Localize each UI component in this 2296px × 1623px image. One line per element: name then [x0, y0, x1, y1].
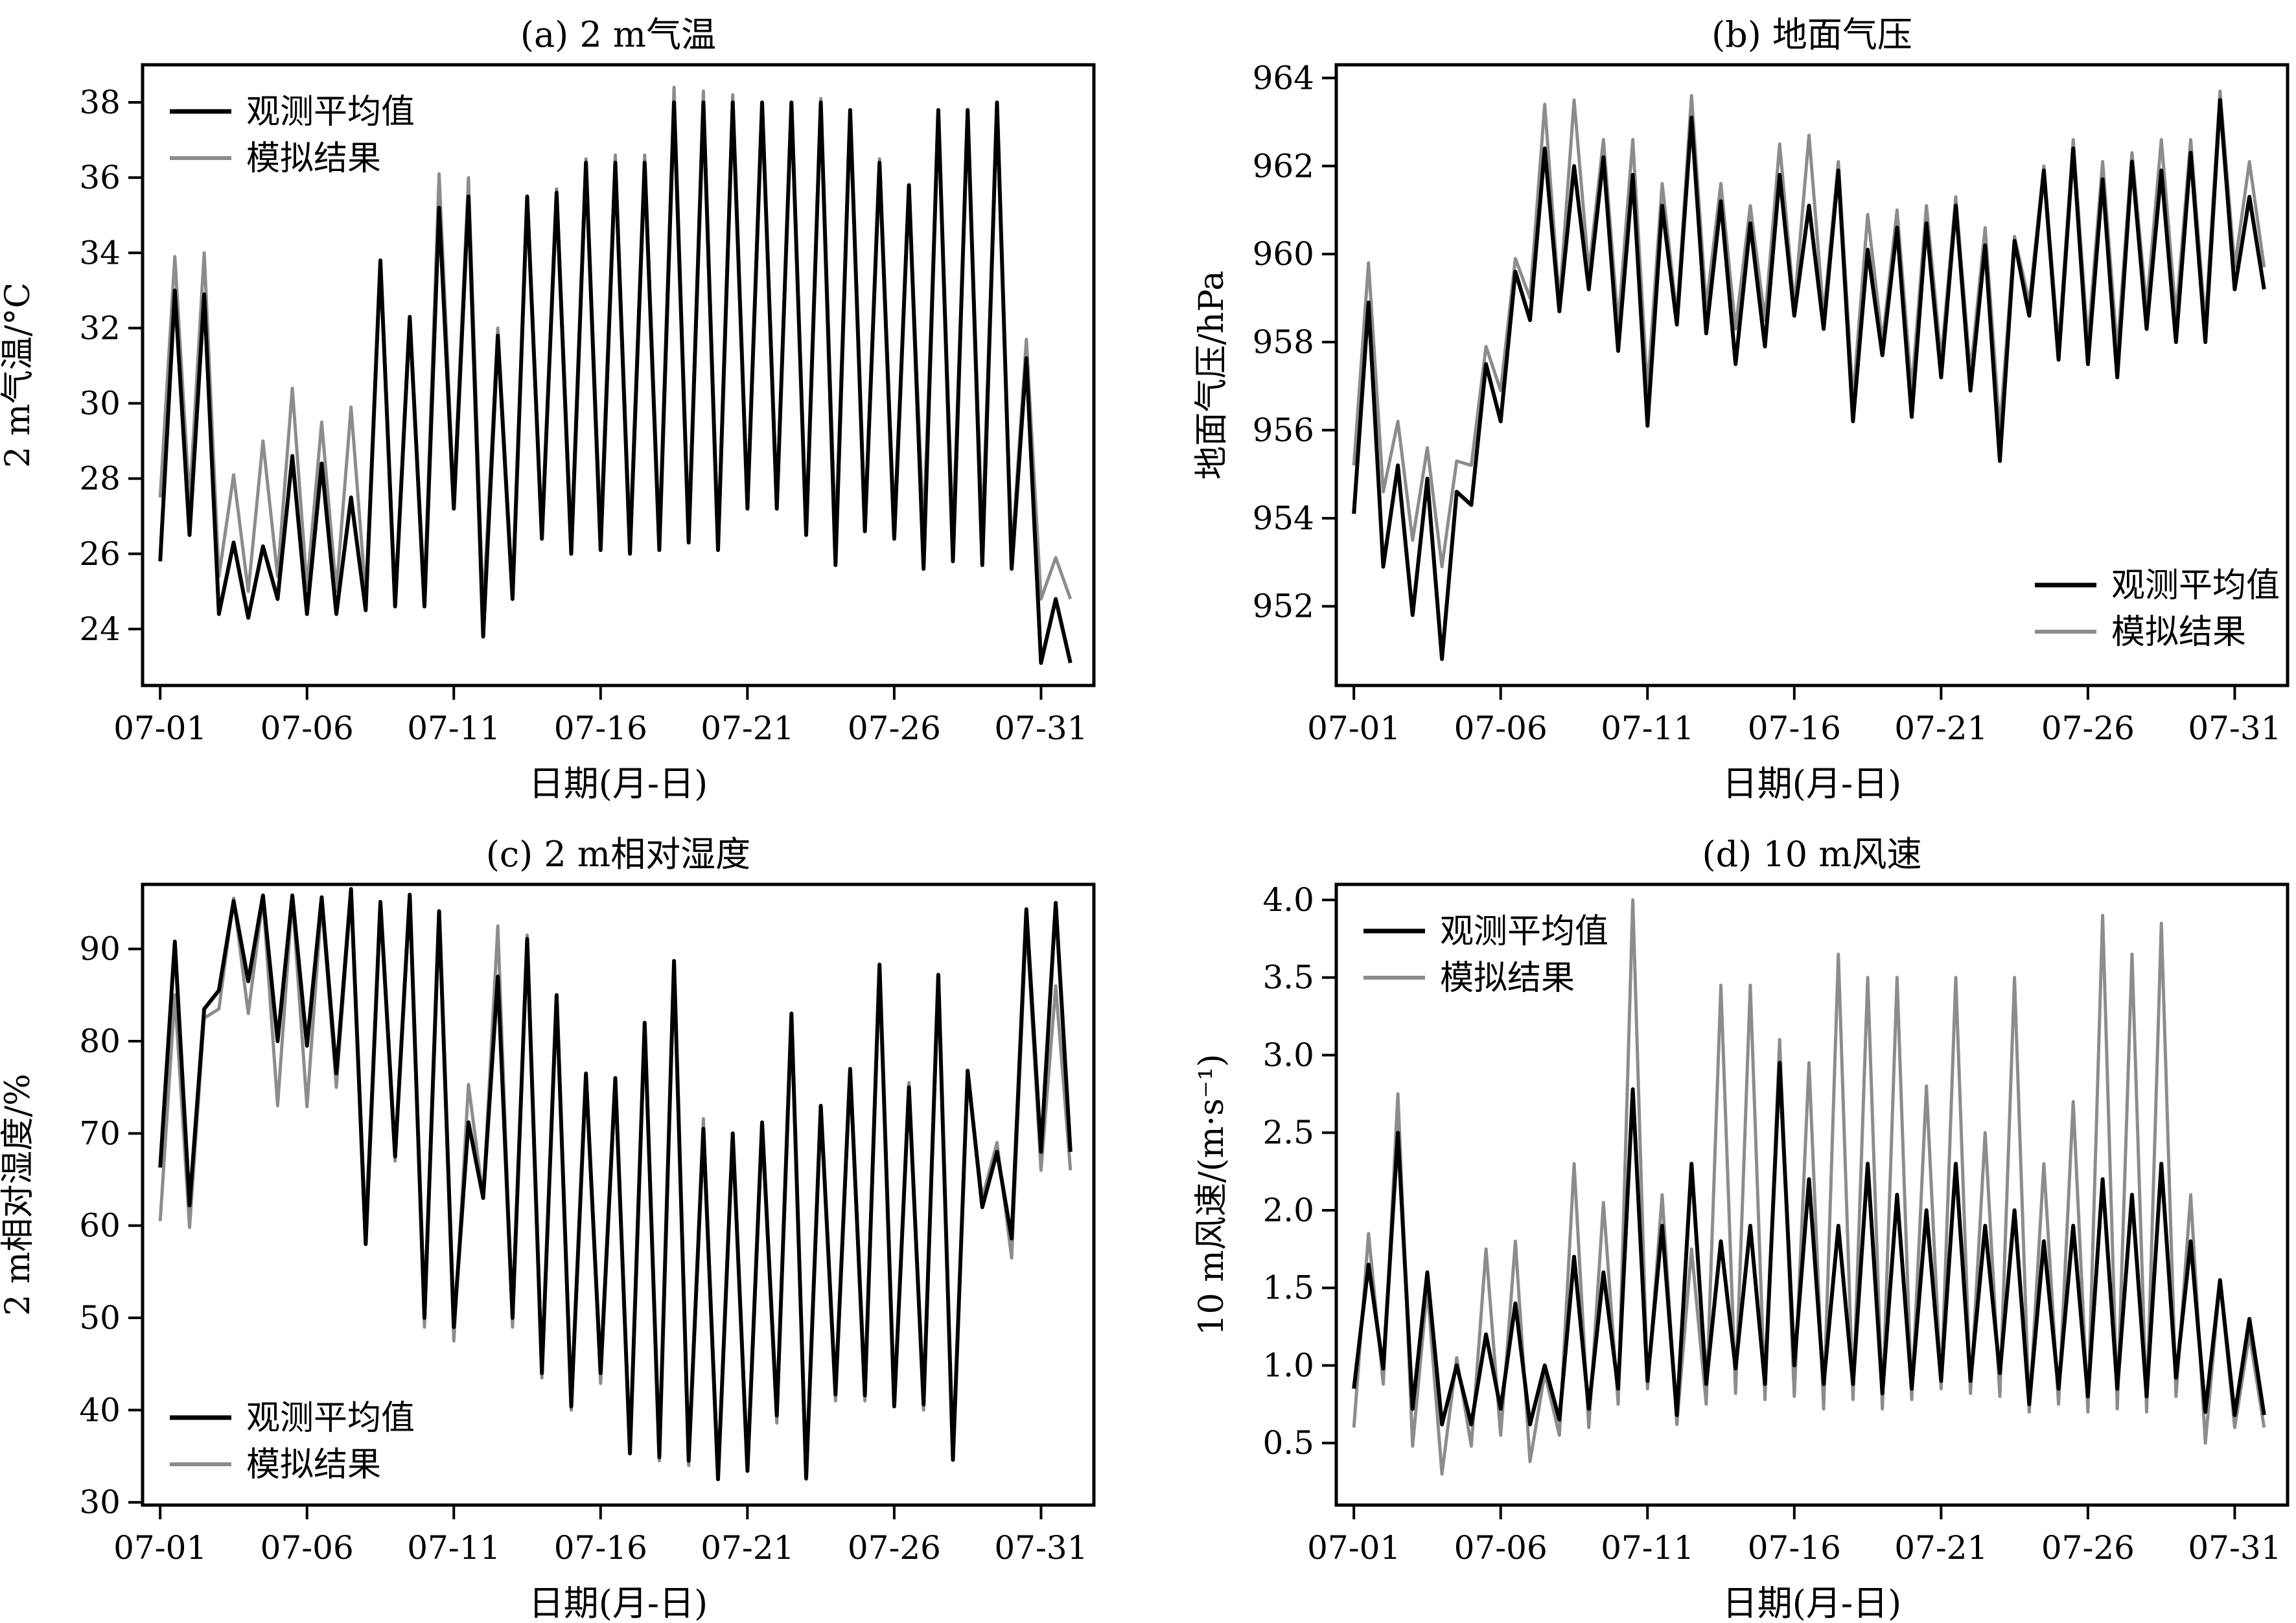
x-tick-label: 07-06 — [261, 1529, 354, 1567]
x-tick-label: 07-16 — [1748, 1529, 1841, 1567]
y-tick-label: 962 — [1253, 147, 1314, 185]
x-tick-label: 07-11 — [1601, 709, 1694, 747]
x-tick-label: 07-11 — [407, 709, 500, 747]
y-tick-label: 60 — [79, 1207, 121, 1245]
plot-frame — [141, 882, 1096, 1507]
y-tick-label: 2.0 — [1262, 1191, 1314, 1229]
y-tick-label: 956 — [1253, 411, 1314, 449]
y-tick-label: 3.5 — [1262, 959, 1314, 996]
panel-title: (b) 地面气压 — [1711, 14, 1912, 55]
y-tick-label: 2.5 — [1262, 1114, 1314, 1151]
legend-observed-label: 观测平均值 — [246, 93, 415, 132]
y-tick-label: 50 — [79, 1299, 121, 1337]
x-tick-label: 07-06 — [1454, 1529, 1548, 1567]
y-tick-label: 36 — [79, 159, 121, 196]
x-tick-label: 07-31 — [994, 1529, 1087, 1567]
y-tick-label: 40 — [79, 1391, 121, 1429]
y-tick-label: 1.5 — [1262, 1269, 1314, 1307]
x-tick-label: 07-01 — [1307, 709, 1400, 747]
x-tick-label: 07-01 — [113, 709, 207, 747]
panel-title: (d) 10 m风速 — [1702, 834, 1922, 875]
y-tick-label: 38 — [79, 84, 121, 121]
x-tick-label: 07-21 — [701, 1529, 794, 1567]
y-tick-label: 32 — [79, 309, 121, 347]
y-tick-label: 960 — [1253, 235, 1314, 273]
observed-series-line — [158, 100, 1073, 665]
y-axis-label: 2 m气温/°C — [0, 282, 38, 468]
panel-title: (c) 2 m相对湿度 — [486, 834, 750, 875]
panel-d-wind-speed: 0.5 1.0 1.5 2.0 2.5 3.0 3.5 4.0 07-01 07-06 07-11 0… — [1192, 834, 2290, 1623]
x-tick-label: 07-31 — [2188, 709, 2281, 747]
legend-observed-label: 观测平均值 — [246, 1399, 415, 1438]
x-tick-label: 07-21 — [701, 709, 794, 747]
x-tick-label: 07-21 — [1894, 709, 1988, 747]
y-tick-label: 958 — [1253, 323, 1314, 361]
x-tick-label: 07-26 — [848, 709, 941, 747]
y-tick-label: 0.5 — [1262, 1424, 1314, 1462]
x-axis-label: 日期(月-日) — [529, 763, 708, 804]
x-tick-label: 07-06 — [1454, 709, 1548, 747]
x-tick-label: 07-31 — [2188, 1529, 2281, 1567]
legend-observed-label: 观测平均值 — [1440, 912, 1608, 951]
y-tick-label: 28 — [79, 460, 121, 498]
panel-a-temperature: 24 26 28 30 32 34 36 38 07-01 07-06 07-11 07-16 07-2… — [0, 14, 1096, 804]
y-tick-label: 4.0 — [1262, 881, 1314, 919]
y-axis-label: 2 m相对湿度/% — [0, 1074, 38, 1316]
panel-c-humidity: 30 40 50 60 70 80 90 07-01 07-06 07-11 07-16 07-21 0… — [0, 834, 1096, 1623]
observed-series-line — [158, 887, 1073, 1482]
x-tick-label: 07-31 — [994, 709, 1087, 747]
y-tick-label: 26 — [79, 535, 121, 573]
x-axis-label: 日期(月-日) — [1722, 1583, 1901, 1623]
y-tick-label: 34 — [79, 234, 121, 271]
x-tick-label: 07-26 — [848, 1529, 941, 1567]
y-tick-label: 80 — [79, 1022, 121, 1060]
y-tick-label: 964 — [1253, 59, 1314, 97]
y-tick-label: 30 — [79, 1484, 121, 1521]
y-tick-label: 3.0 — [1262, 1036, 1314, 1074]
y-tick-label: 954 — [1253, 500, 1314, 537]
legend-simulated-label: 模拟结果 — [246, 139, 381, 178]
panel-title: (a) 2 m气温 — [520, 14, 716, 55]
x-tick-label: 07-01 — [113, 1529, 207, 1567]
x-tick-label: 07-11 — [407, 1529, 500, 1567]
y-axis-label: 地面气压/hPa — [1192, 271, 1231, 480]
x-tick-label: 07-16 — [1748, 709, 1841, 747]
plot-frame — [1334, 63, 2290, 687]
legend-simulated-label: 模拟结果 — [1440, 959, 1575, 998]
y-tick-label: 1.0 — [1262, 1346, 1314, 1384]
x-tick-label: 07-21 — [1894, 1529, 1988, 1567]
x-tick-label: 07-16 — [554, 709, 647, 747]
observed-series-line — [1352, 1061, 2266, 1427]
x-tick-label: 07-11 — [1601, 1529, 1694, 1567]
y-tick-label: 24 — [79, 610, 121, 648]
plot-frame — [1334, 882, 2290, 1507]
x-tick-label: 07-26 — [2041, 709, 2135, 747]
x-axis-label: 日期(月-日) — [529, 1583, 708, 1623]
observed-series-line — [1352, 98, 2266, 662]
legend-simulated-label: 模拟结果 — [246, 1445, 381, 1484]
x-tick-label: 07-26 — [2041, 1529, 2135, 1567]
y-tick-label: 30 — [79, 385, 121, 422]
x-tick-label: 07-06 — [261, 709, 354, 747]
legend-simulated-label: 模拟结果 — [2111, 613, 2246, 652]
x-tick-label: 07-01 — [1307, 1529, 1400, 1567]
y-tick-label: 952 — [1253, 588, 1314, 625]
panel-b-pressure: 952 954 956 958 960 962 964 07-01 07-06 07-11 07-1… — [1192, 14, 2290, 804]
y-axis-label: 10 m风速/(m·s⁻¹) — [1192, 1054, 1231, 1336]
x-axis-label: 日期(月-日) — [1722, 763, 1901, 804]
plot-frame — [141, 63, 1096, 687]
y-tick-label: 90 — [79, 930, 121, 968]
legend-observed-label: 观测平均值 — [2111, 566, 2280, 605]
y-tick-label: 70 — [79, 1114, 121, 1152]
x-tick-label: 07-16 — [554, 1529, 647, 1567]
